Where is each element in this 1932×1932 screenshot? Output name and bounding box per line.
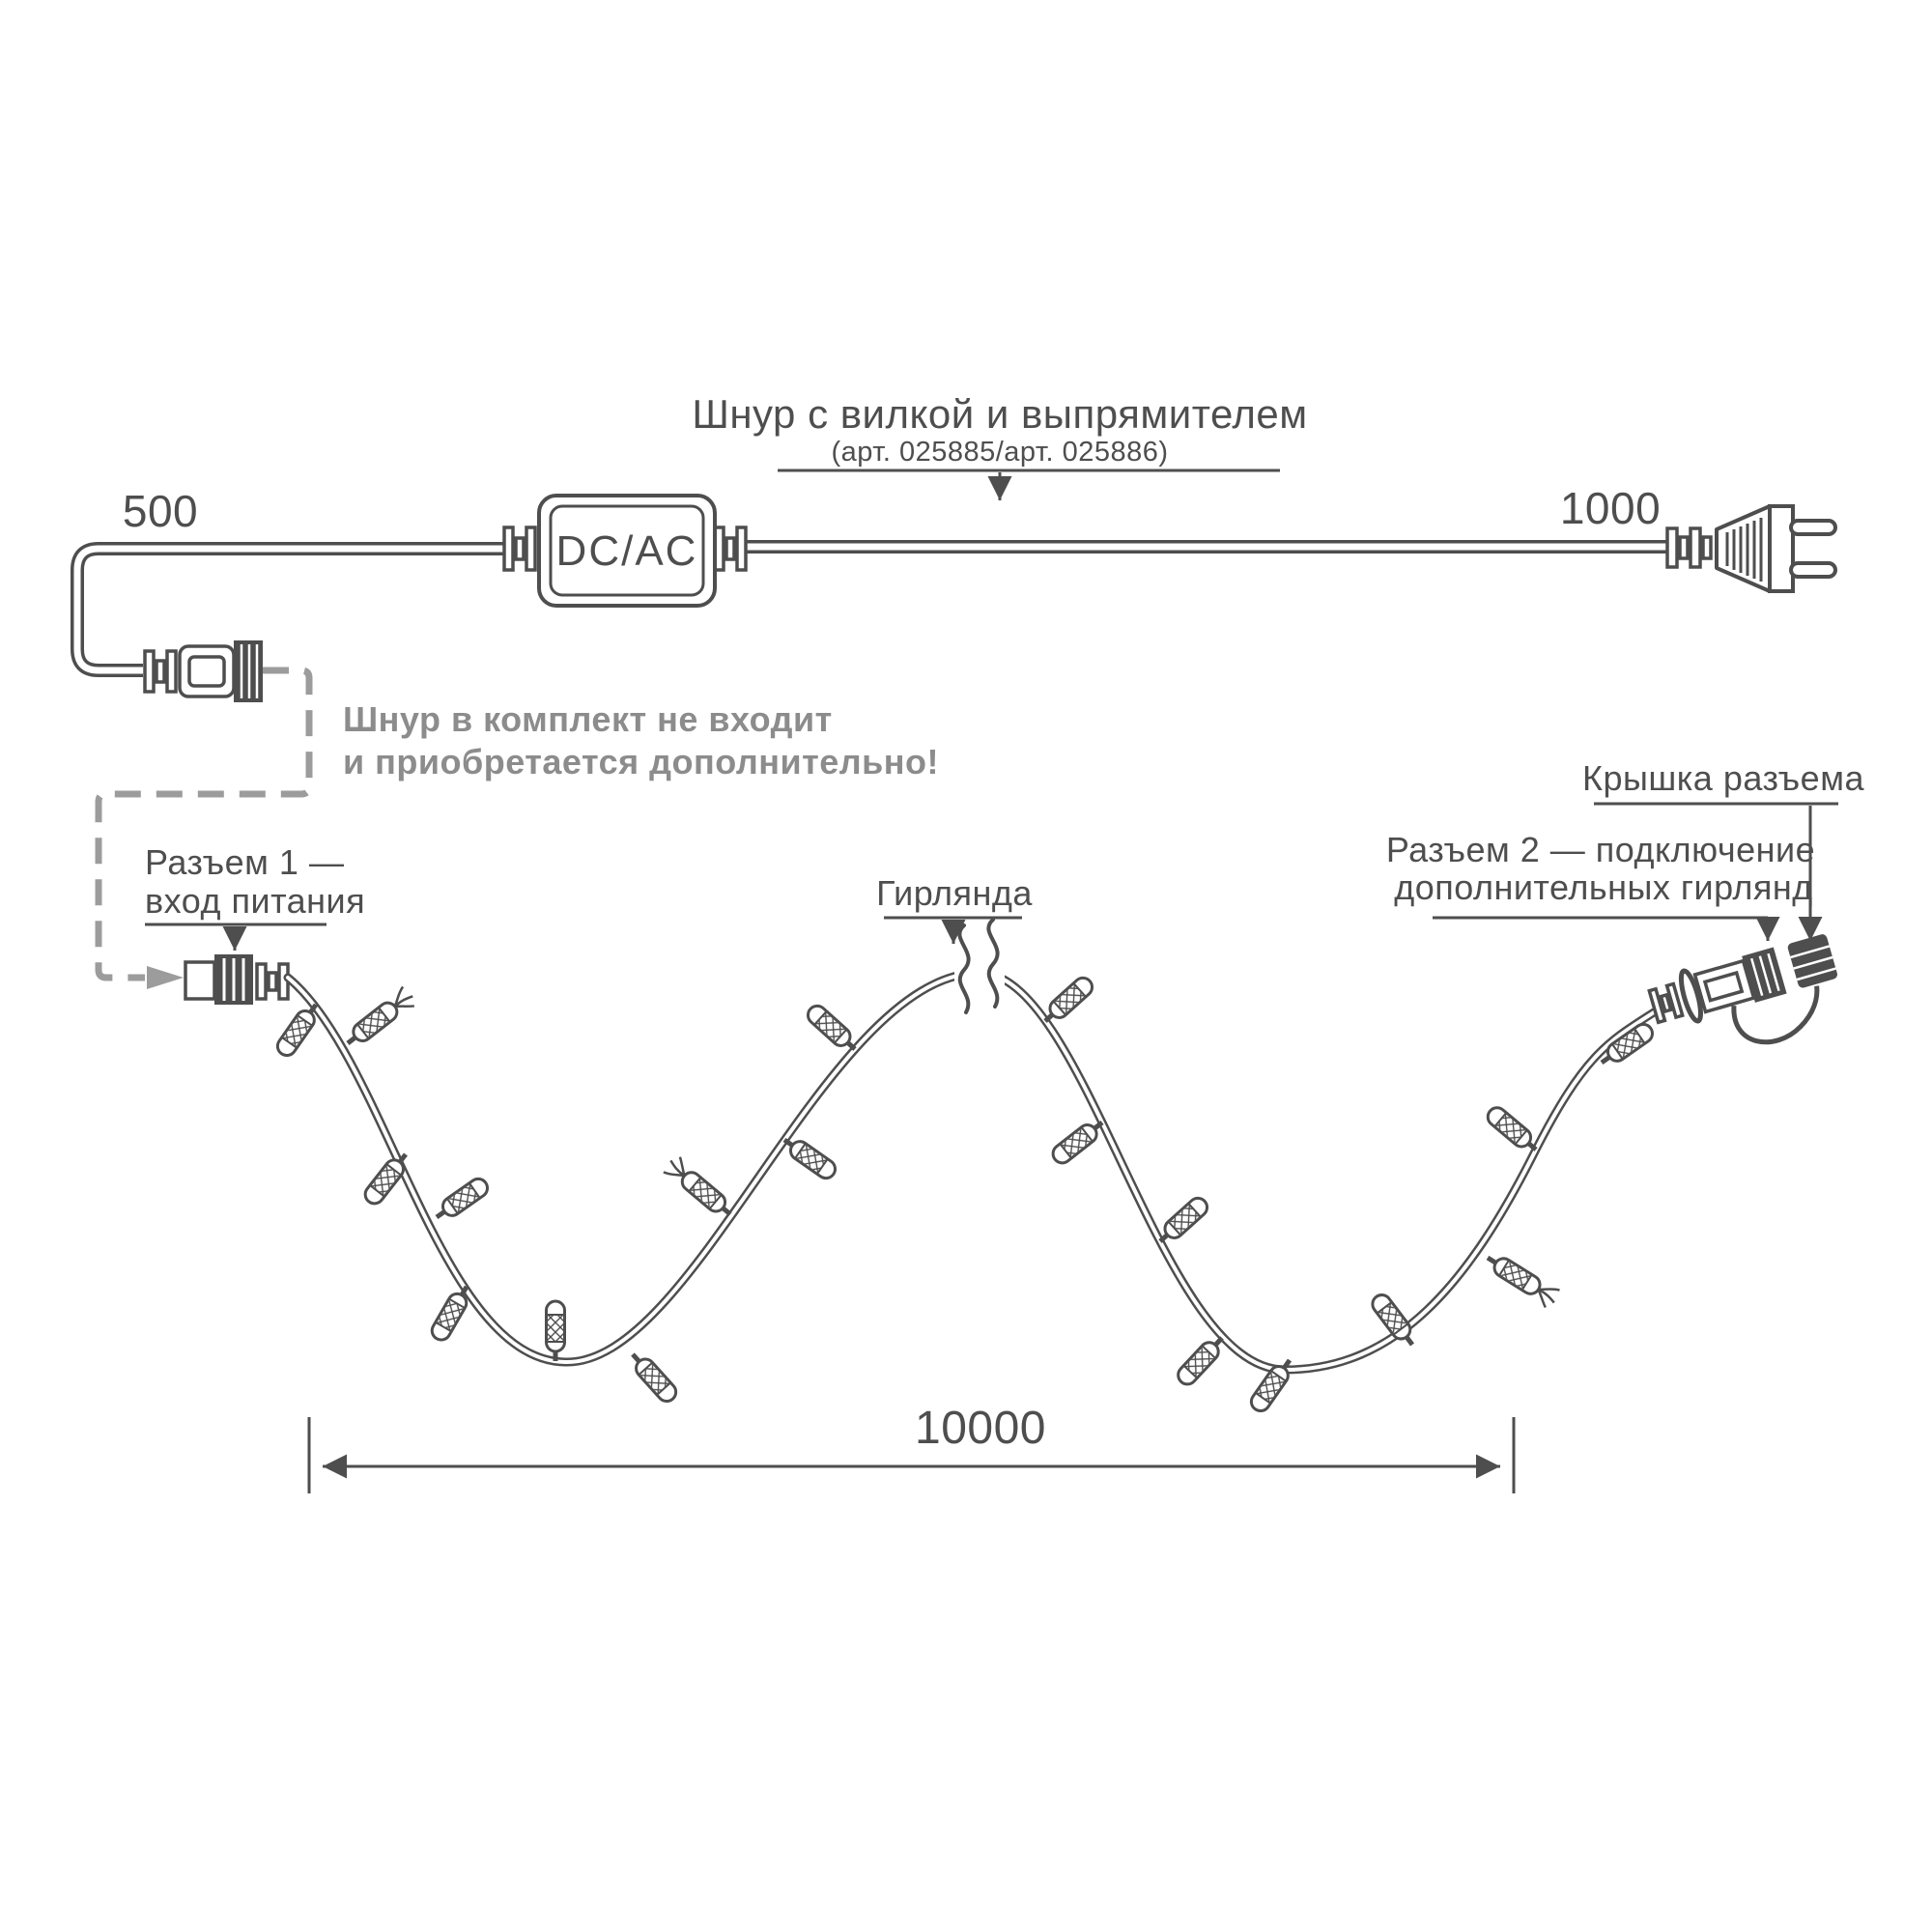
strain-relief-bar [1664, 981, 1685, 1020]
garland-wire-core [286, 970, 1656, 1373]
power-cord-assembly: DC/AC [71, 494, 1837, 702]
length-break-symbol [954, 918, 1005, 1014]
cord-length-500-label: 500 [123, 486, 198, 536]
strain-relief-bar [155, 659, 166, 684]
led-bulb [432, 1176, 492, 1225]
led-bulbs [274, 974, 1657, 1414]
power-plug [1665, 504, 1837, 593]
strain-relief-bar [255, 962, 268, 1001]
cord-output-connector [143, 640, 263, 702]
cord-left [71, 542, 506, 677]
converter-label: DC/AC [556, 527, 698, 575]
led-bulb [1484, 1104, 1542, 1156]
strain-relief-bar [1689, 526, 1702, 569]
led-bulb [274, 1000, 324, 1060]
cord-title: Шнур с вилкой и выпрямителем [692, 391, 1307, 437]
connector1-nose [184, 960, 216, 1001]
connector1-rib-lines [222, 958, 245, 1001]
led-bulb [805, 1002, 862, 1056]
strain-relief-bar [267, 971, 278, 992]
connector1-label-line1: Разъем 1 — [145, 842, 344, 882]
led-bulb [780, 1132, 839, 1181]
connector1 [184, 954, 290, 1005]
led-bulb [1175, 1332, 1229, 1388]
connector-rib-lines [240, 644, 259, 698]
note-line1: Шнур в комплект не входит [343, 699, 833, 739]
garland-label: Гирлянда [876, 873, 1033, 913]
led-bulb-with-wires [662, 1153, 737, 1222]
connector2-callout: Разъем 2 — подключение дополнительных ги… [1386, 830, 1815, 941]
cap-tether-loop [1731, 985, 1820, 1045]
strain-relief-bar [165, 649, 178, 694]
cord-subtitle: (арт. 025885/арт. 025886) [831, 437, 1168, 468]
connector2-cap [1787, 934, 1837, 988]
led-bulb [1154, 1194, 1211, 1248]
dcac-converter-box: DC/AC [502, 494, 748, 608]
connector-body-detail [187, 655, 226, 688]
led-bulb [626, 1349, 680, 1406]
dashed-line [95, 667, 313, 981]
connector2-label-line2: дополнительных гирлянд [1394, 867, 1813, 907]
cord-callout: Шнур с вилкой и выпрямителем (арт. 02588… [692, 391, 1307, 500]
plug-prong-bottom [1789, 561, 1837, 579]
led-bulb [1049, 1116, 1108, 1167]
plug-face [1768, 504, 1795, 593]
strain-relief-bar [514, 536, 526, 561]
led-bulb-with-wires [341, 985, 418, 1052]
dashed-arrowhead [147, 966, 184, 989]
connector1-label-line2: вход питания [145, 881, 365, 921]
strain-relief-bar [143, 649, 156, 694]
led-bulb-with-wires [1482, 1249, 1562, 1310]
plug-prong-top [1789, 519, 1837, 536]
strain-relief-bar [502, 526, 515, 572]
not-included-note: Шнур в комплект не входит и приобретаетс… [343, 699, 939, 781]
led-bulb [547, 1301, 565, 1361]
connector2-body-detail [1702, 970, 1745, 1003]
strain-relief-bar [525, 526, 537, 572]
converter-inner-case [549, 504, 705, 597]
led-bulb [1039, 974, 1096, 1028]
dimension-10000: 10000 [307, 1403, 1516, 1493]
dashed-connection-path [95, 667, 313, 989]
strain-relief-bar [724, 536, 736, 561]
break-squiggle [986, 918, 1000, 1009]
garland-wire [283, 968, 1659, 1375]
cord-length-1000-label: 1000 [1560, 483, 1661, 533]
strain-relief-bar [1659, 992, 1673, 1014]
plug-hatch-lines [1725, 518, 1763, 582]
strain-relief-bar [735, 526, 748, 572]
connector1-callout: Разъем 1 — вход питания [145, 842, 365, 951]
strain-relief-bar [1665, 526, 1679, 569]
cord-left-core [73, 545, 506, 674]
garland-string [274, 918, 1659, 1414]
strain-relief-bar [1647, 986, 1667, 1025]
connector2-label-line1: Разъем 2 — подключение [1386, 830, 1815, 869]
total-length-label: 10000 [915, 1403, 1046, 1454]
strain-relief-bar [1678, 535, 1690, 560]
cap-callout: Крышка разъема [1582, 758, 1864, 941]
connector2-rib-lines [1749, 952, 1780, 996]
connector2-oring [1678, 968, 1703, 1024]
connector2 [1647, 934, 1837, 1045]
cap-label: Крышка разъема [1582, 758, 1864, 798]
garland-callout: Гирлянда [876, 873, 1033, 944]
cap-groove-lines [1790, 945, 1836, 981]
strain-relief-bar [1701, 535, 1713, 560]
note-line2: и приобретается дополнительно! [343, 742, 939, 781]
